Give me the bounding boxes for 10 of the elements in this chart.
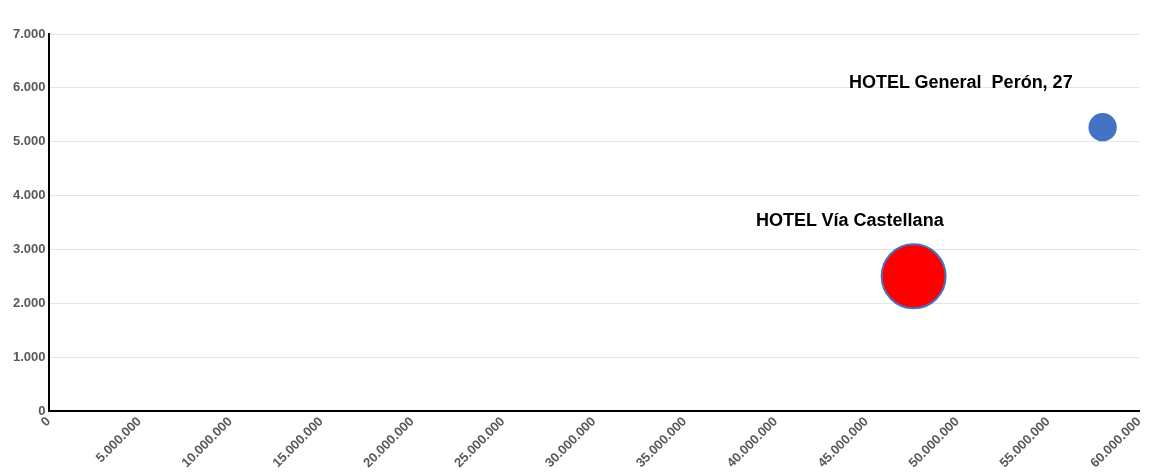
series-label: HOTEL Vía Castellana xyxy=(755,210,945,231)
y-tick-label: 7.000 xyxy=(12,25,46,41)
y-tick-label: 3.000 xyxy=(12,240,46,256)
y-tick-label: 5.000 xyxy=(12,133,46,149)
y-tick-label: 2.000 xyxy=(12,294,46,310)
y-tick-label: 6.000 xyxy=(12,79,46,95)
y-tick-label: 4.000 xyxy=(12,187,46,203)
series-label: HOTEL General Perón, 27 xyxy=(848,71,1073,92)
y-tick-label: 1.000 xyxy=(12,348,46,364)
y-tick-label: 0 xyxy=(38,402,46,418)
